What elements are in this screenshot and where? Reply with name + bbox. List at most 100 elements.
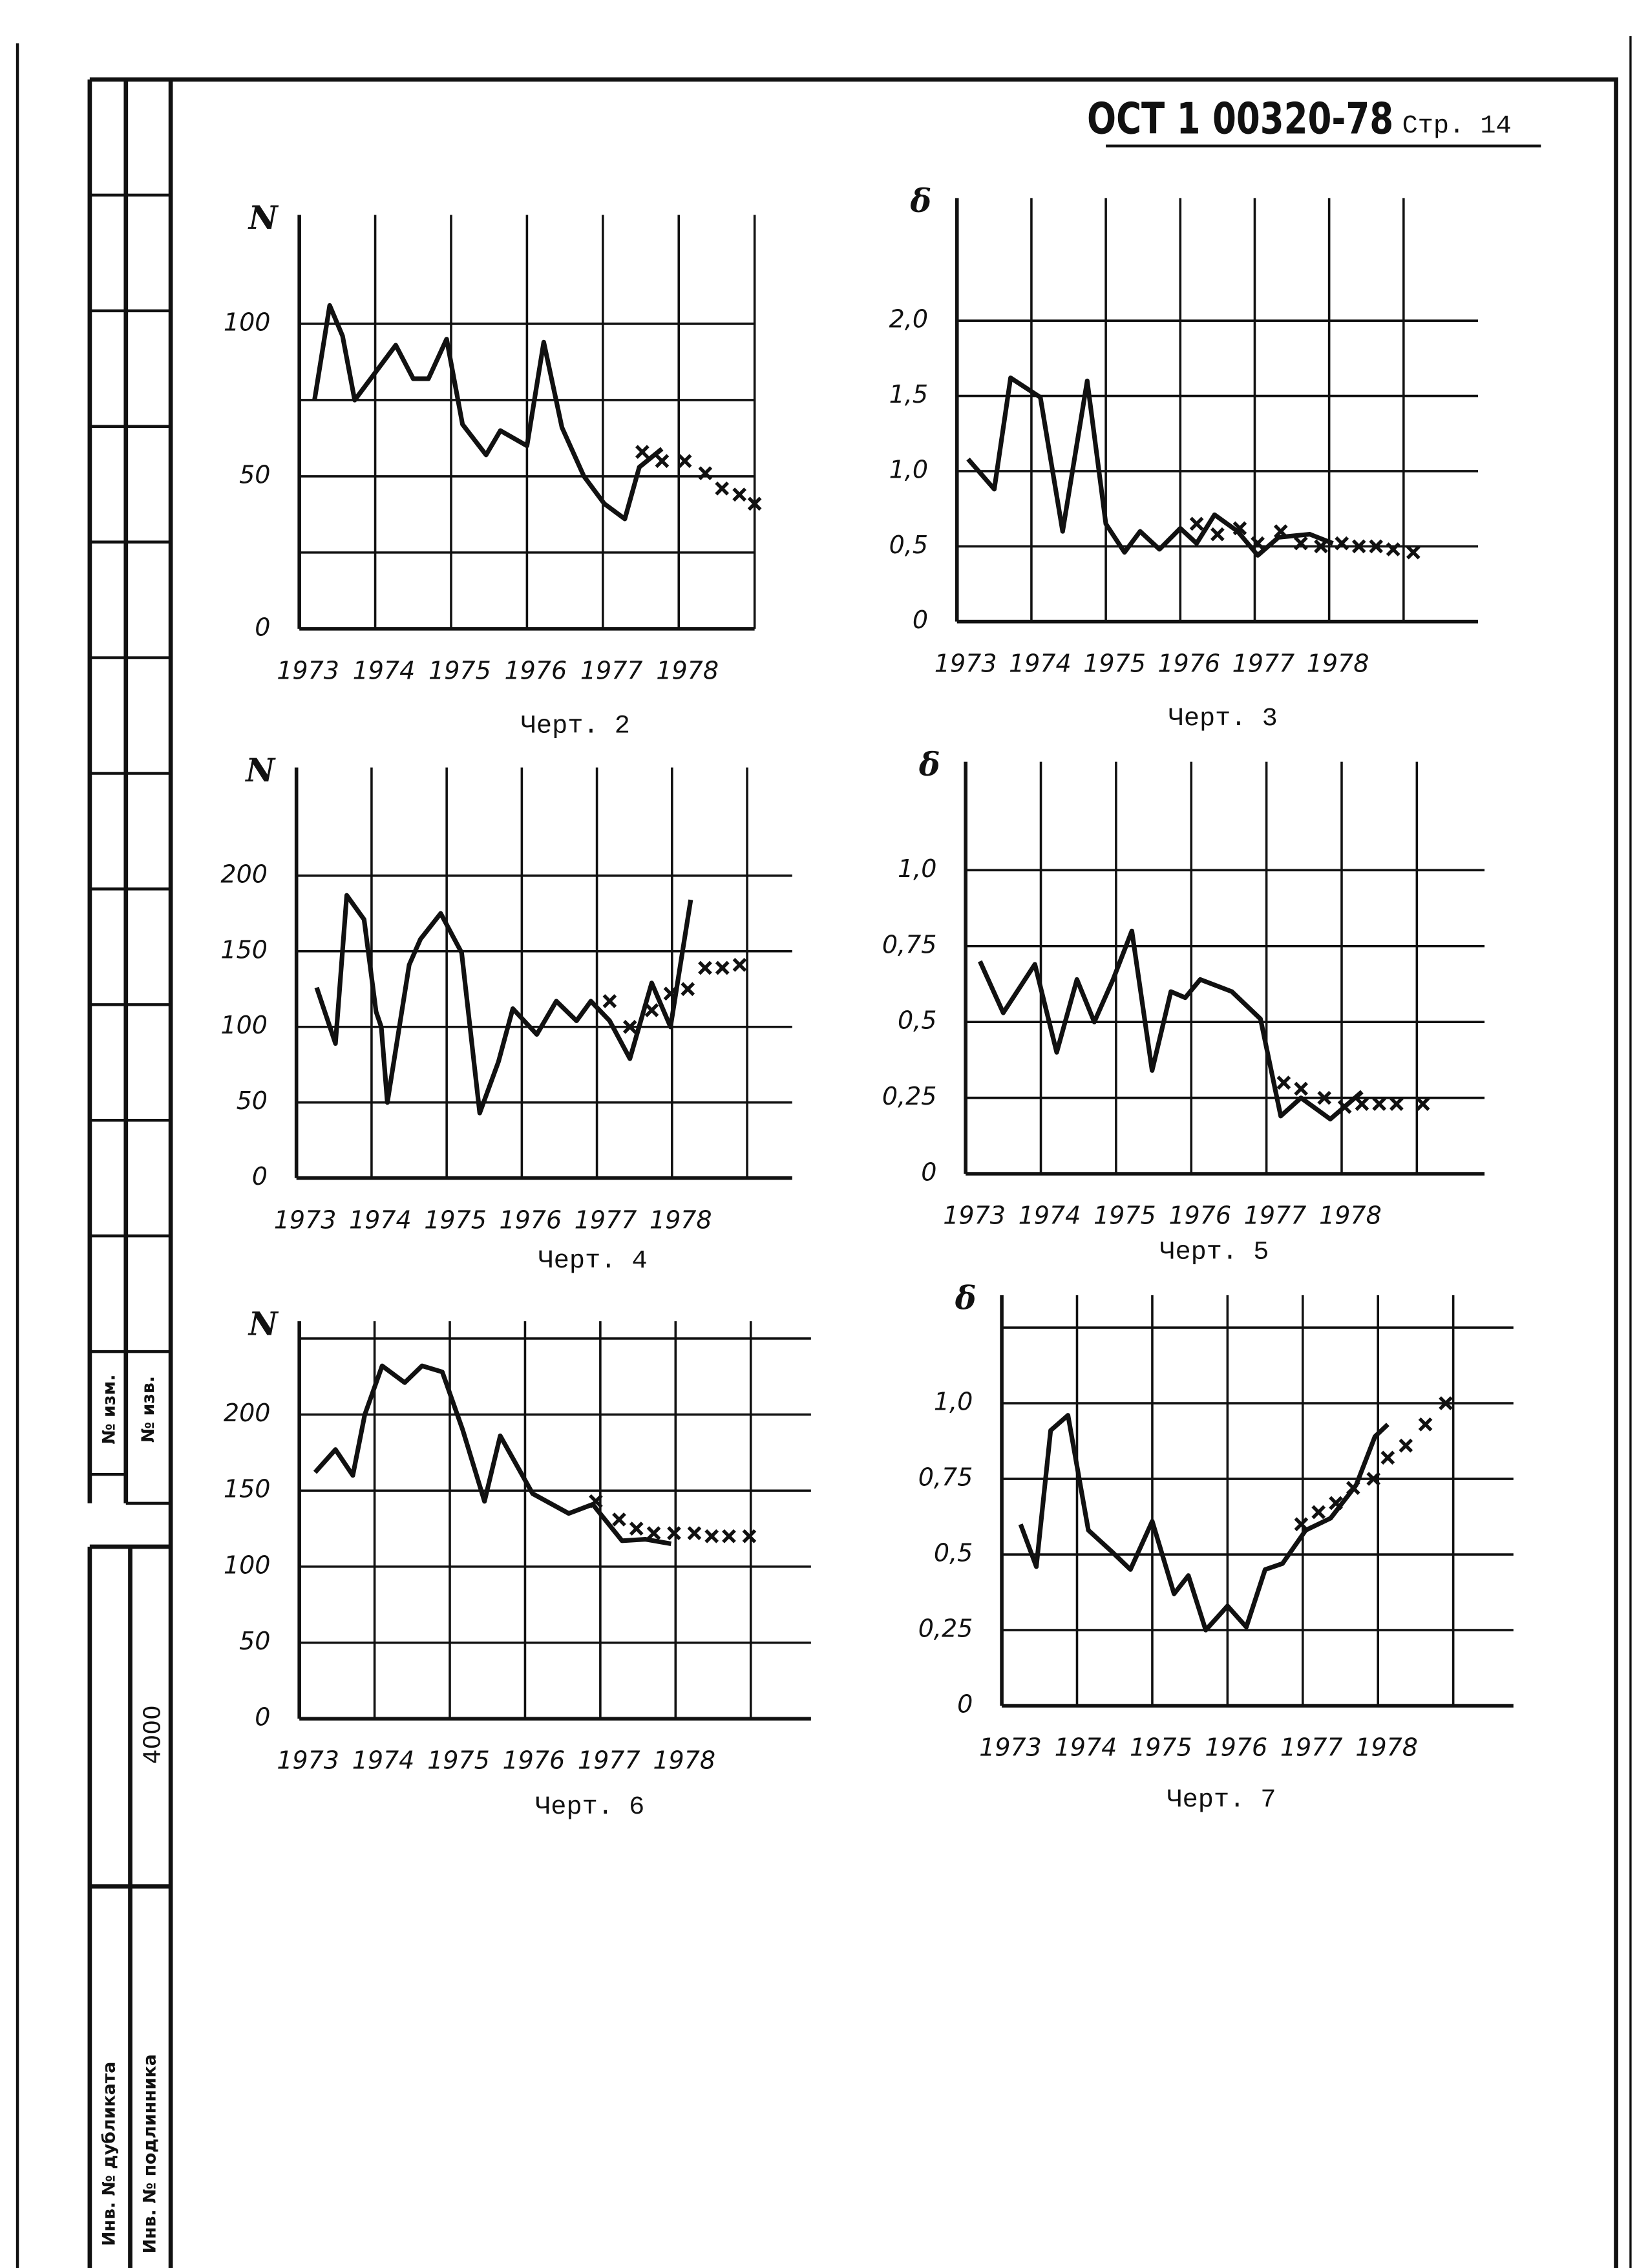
cross-marker — [646, 1526, 661, 1540]
x-tick-label: 1973 — [274, 1205, 337, 1234]
y-axis-label: δ — [955, 1279, 977, 1317]
cross-marker — [663, 986, 678, 1001]
cross-marker — [1294, 536, 1308, 551]
data-line — [978, 928, 1364, 1122]
cross-marker — [1415, 1097, 1430, 1111]
cross-marker — [1418, 1417, 1433, 1432]
y-tick-label: 100 — [224, 1551, 271, 1579]
x-tick-label: 1974 — [1009, 649, 1072, 677]
cross-marker — [1294, 1517, 1309, 1532]
cross-marker — [1335, 536, 1349, 551]
chart-caption: Черт. 6 — [535, 1792, 644, 1822]
x-tick-label: 1977 — [1232, 649, 1295, 677]
cross-marker — [1380, 1450, 1395, 1465]
x-tick-label: 1974 — [1019, 1202, 1081, 1230]
y-tick-label: 100 — [224, 308, 271, 336]
cross-marker — [655, 454, 670, 469]
cross-marker — [644, 1003, 659, 1017]
cross-marker — [677, 454, 692, 469]
cross-marker — [732, 957, 747, 972]
y-tick-label: 100 — [220, 1011, 268, 1039]
stamp-label: Инв. № подлинника — [140, 2054, 160, 2253]
y-tick-label: 0,25 — [882, 1082, 937, 1110]
cross-marker — [1311, 1505, 1326, 1520]
cross-marker — [1439, 1396, 1453, 1410]
cross-marker — [732, 487, 747, 502]
x-tick-label: 1976 — [499, 1205, 562, 1234]
x-tick-label: 1978 — [656, 656, 719, 684]
chart-caption: Черт. 5 — [1159, 1237, 1269, 1267]
x-tick-label: 1975 — [1093, 1202, 1156, 1230]
x-tick-label: 1977 — [1280, 1733, 1343, 1762]
cross-marker — [1210, 527, 1225, 542]
cross-marker — [1314, 539, 1328, 554]
chart-caption: Черт. 4 — [538, 1246, 648, 1276]
cross-marker — [622, 1019, 637, 1034]
cross-marker — [612, 1512, 626, 1527]
y-tick-label: 0 — [255, 1703, 270, 1732]
stamp-label: № изв. — [138, 1376, 158, 1443]
cross-marker — [1232, 521, 1247, 536]
cross-marker — [602, 994, 617, 1008]
y-tick-label: 0,75 — [918, 1463, 973, 1492]
cross-marker — [742, 1529, 757, 1543]
stamp-number: 4000 — [139, 1705, 165, 1764]
x-tick-label: 1977 — [1244, 1202, 1307, 1230]
y-tick-label: 0 — [252, 1162, 268, 1191]
cross-marker — [1366, 1472, 1381, 1486]
data-line — [314, 893, 693, 1116]
cross-marker — [1369, 539, 1384, 554]
cross-marker — [681, 982, 695, 997]
cross-marker — [715, 481, 730, 496]
y-tick-label: 0 — [255, 613, 270, 641]
y-tick-label: 0 — [921, 1158, 936, 1187]
y-tick-label: 50 — [237, 1086, 268, 1115]
page-number: Стр. 14 — [1402, 111, 1512, 141]
x-tick-label: 1977 — [580, 656, 643, 684]
cross-marker — [1399, 1438, 1413, 1453]
y-axis-label: N — [248, 199, 279, 237]
cross-marker — [1276, 1076, 1291, 1090]
cross-marker — [1355, 1097, 1369, 1111]
y-tick-label: 2,0 — [889, 305, 928, 334]
cross-marker — [1317, 1090, 1332, 1105]
cross-marker — [1372, 1097, 1386, 1111]
x-tick-label: 1978 — [1319, 1202, 1382, 1230]
x-tick-label: 1977 — [575, 1205, 637, 1234]
cross-marker — [698, 960, 712, 975]
x-tick-label: 1975 — [427, 1746, 490, 1775]
x-tick-label: 1973 — [943, 1202, 1006, 1230]
chart-caption: Черт. 2 — [521, 711, 630, 741]
data-line — [312, 302, 664, 522]
cross-marker — [1294, 1081, 1308, 1096]
x-tick-label: 1977 — [578, 1746, 640, 1775]
x-tick-label: 1974 — [352, 1746, 415, 1775]
x-tick-label: 1976 — [503, 1746, 565, 1775]
y-tick-label: 200 — [220, 860, 268, 888]
cross-marker — [1337, 1099, 1352, 1114]
y-tick-label: 0 — [957, 1690, 973, 1719]
cross-marker — [635, 445, 650, 460]
cross-marker — [1251, 536, 1265, 551]
stamp-grid — [89, 193, 171, 1505]
y-axis-label: N — [244, 752, 276, 789]
cross-marker — [589, 1494, 603, 1509]
y-tick-label: 1,0 — [898, 854, 936, 883]
data-line — [966, 376, 1334, 558]
y-tick-label: 0,5 — [898, 1006, 936, 1035]
x-tick-label: 1978 — [1307, 649, 1369, 677]
cross-marker — [704, 1529, 719, 1543]
cross-marker — [1351, 539, 1366, 554]
stamp-label: Инв. № дубликата — [100, 2062, 120, 2246]
x-tick-label: 1978 — [653, 1746, 715, 1775]
data-line — [313, 1363, 672, 1547]
x-tick-label: 1975 — [424, 1205, 487, 1234]
y-tick-label: 150 — [224, 1475, 271, 1503]
cross-marker — [1346, 1481, 1360, 1495]
y-tick-label: 50 — [239, 1627, 270, 1655]
cross-marker — [698, 466, 713, 481]
x-tick-label: 1973 — [979, 1733, 1042, 1762]
y-tick-label: 50 — [239, 460, 270, 489]
